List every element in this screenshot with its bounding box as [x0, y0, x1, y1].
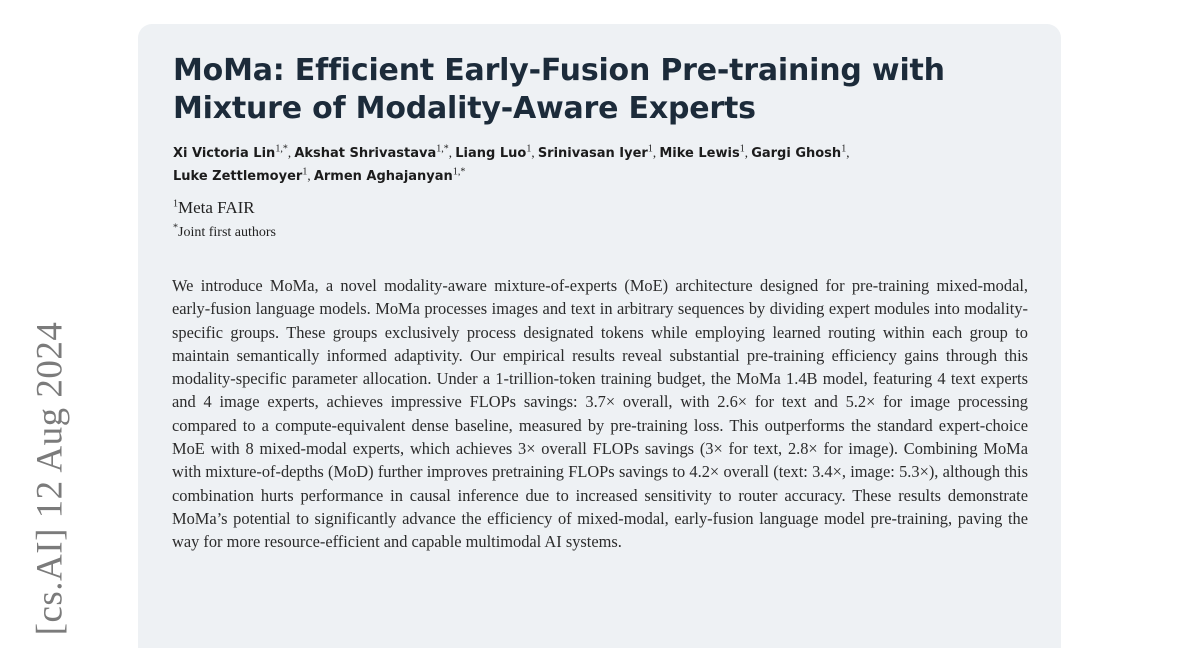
paper-title: MoMa: Efficient Early-Fusion Pre-trainin…	[173, 53, 945, 126]
arxiv-stamp-text: [cs.AI] 12 Aug 2024	[29, 321, 71, 635]
author-name: Armen Aghajanyan	[313, 169, 453, 184]
affiliation-name: Meta FAIR	[178, 198, 255, 217]
author-name: Liang Luo	[455, 146, 527, 161]
note-text: Joint first authors	[178, 225, 276, 240]
author-affiliation-marker: 1,*	[436, 143, 449, 155]
author-name: Akshat Shrivastava	[294, 146, 437, 161]
author-name: Mike Lewis	[659, 146, 740, 161]
author-affiliation-marker: 1	[526, 143, 532, 155]
author-list: Xi Victoria Lin1,*, Akshat Shrivastava1,…	[173, 143, 850, 184]
author-name: Xi Victoria Lin	[173, 146, 276, 161]
author-name: Srinivasan Iyer	[537, 146, 648, 161]
author-affiliation-marker: 1,*	[452, 166, 466, 178]
author-name: Luke Zettlemoyer	[173, 169, 303, 184]
author-affiliation-marker: 1	[647, 143, 653, 155]
author-name: Gargi Ghosh	[751, 146, 842, 161]
affiliation: 1Meta FAIR	[173, 198, 255, 218]
abstract: We introduce MoMa, a novel modality-awar…	[172, 276, 1028, 552]
author-affiliation-marker: 1	[739, 143, 745, 155]
paper-card	[138, 24, 1061, 648]
author-note: *Joint first authors	[173, 222, 276, 241]
affiliation-marker: 1	[173, 198, 178, 210]
arxiv-side-stamp: [cs.AI] 12 Aug 2024	[28, 310, 72, 646]
author-affiliation-marker: 1	[302, 166, 308, 178]
author-affiliation-marker: 1,*	[275, 143, 288, 155]
note-marker: *	[173, 222, 178, 234]
author-affiliation-marker: 1	[841, 143, 847, 155]
